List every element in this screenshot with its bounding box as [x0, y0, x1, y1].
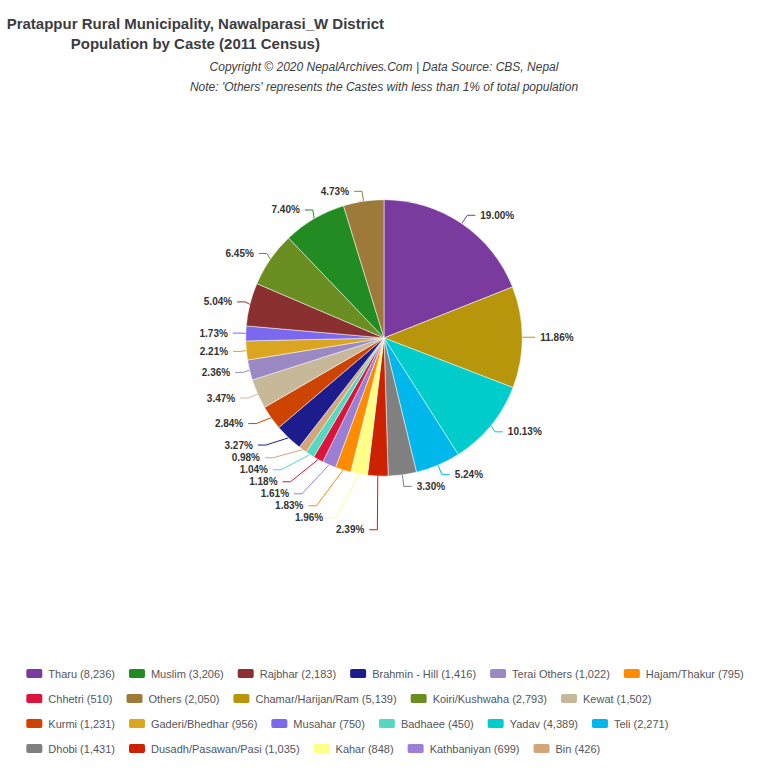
svg-text:10.13%: 10.13%	[508, 426, 542, 437]
svg-text:Terai Others (1,022): Terai Others (1,022)	[512, 668, 610, 680]
svg-text:Bin (426): Bin (426)	[556, 743, 601, 755]
svg-text:Kahar (848): Kahar (848)	[336, 743, 394, 755]
svg-text:Dhobi (1,431): Dhobi (1,431)	[48, 743, 115, 755]
svg-text:Gaderi/Bhedhar (956): Gaderi/Bhedhar (956)	[151, 718, 257, 730]
svg-text:3.47%: 3.47%	[207, 393, 235, 404]
svg-text:1.96%: 1.96%	[295, 512, 323, 523]
svg-text:3.27%: 3.27%	[225, 440, 253, 451]
svg-text:2.36%: 2.36%	[202, 367, 230, 378]
svg-text:11.86%: 11.86%	[540, 332, 573, 343]
svg-text:5.04%: 5.04%	[204, 296, 232, 307]
svg-text:2.84%: 2.84%	[215, 418, 243, 429]
svg-text:Kewat (1,502): Kewat (1,502)	[583, 693, 651, 705]
svg-text:5.24%: 5.24%	[455, 469, 483, 480]
svg-text:Tharu (8,236): Tharu (8,236)	[48, 668, 115, 680]
svg-text:Brahmin - Hill (1,416): Brahmin - Hill (1,416)	[372, 668, 476, 680]
svg-text:Badhaee (450): Badhaee (450)	[401, 718, 474, 730]
svg-text:2.21%: 2.21%	[200, 346, 228, 357]
svg-text:3.30%: 3.30%	[417, 481, 445, 492]
svg-text:2.39%: 2.39%	[336, 524, 364, 535]
svg-text:Dusadh/Pasawan/Pasi (1,035): Dusadh/Pasawan/Pasi (1,035)	[151, 743, 300, 755]
svg-text:Copyright © 2020 NepalArchives: Copyright © 2020 NepalArchives.Com | Dat…	[210, 60, 559, 74]
svg-text:Note: 'Others' represents the: Note: 'Others' represents the Castes wit…	[190, 80, 578, 94]
svg-text:Chhetri (510): Chhetri (510)	[48, 693, 112, 705]
svg-text:6.45%: 6.45%	[225, 248, 253, 259]
svg-text:Chamar/Harijan/Ram (5,139): Chamar/Harijan/Ram (5,139)	[255, 693, 396, 705]
svg-text:1.61%: 1.61%	[261, 488, 289, 499]
svg-text:Musahar (750): Musahar (750)	[293, 718, 365, 730]
svg-text:1.73%: 1.73%	[199, 328, 227, 339]
svg-text:Hajam/Thakur (795): Hajam/Thakur (795)	[646, 668, 744, 680]
svg-text:Teli (2,271): Teli (2,271)	[614, 718, 668, 730]
svg-text:Kurmi (1,231): Kurmi (1,231)	[48, 718, 115, 730]
svg-text:1.83%: 1.83%	[275, 500, 303, 511]
svg-text:0.98%: 0.98%	[232, 452, 260, 463]
svg-text:Yadav (4,389): Yadav (4,389)	[510, 718, 578, 730]
svg-text:7.40%: 7.40%	[272, 204, 300, 215]
svg-text:Muslim (3,206): Muslim (3,206)	[151, 668, 224, 680]
svg-text:Pratappur Rural Municipality,: Pratappur Rural Municipality, Nawalparas…	[7, 15, 384, 32]
svg-text:19.00%: 19.00%	[480, 210, 514, 221]
svg-text:4.73%: 4.73%	[321, 186, 349, 197]
svg-text:Koiri/Kushwaha (2,793): Koiri/Kushwaha (2,793)	[433, 693, 547, 705]
svg-text:Kathbaniyan (699): Kathbaniyan (699)	[430, 743, 520, 755]
svg-text:1.18%: 1.18%	[249, 476, 277, 487]
svg-text:Others (2,050): Others (2,050)	[149, 693, 220, 705]
svg-text:Population by Caste (2011 Cens: Population by Caste (2011 Census)	[71, 35, 320, 52]
svg-text:Rajbhar (2,183): Rajbhar (2,183)	[260, 668, 336, 680]
svg-text:1.04%: 1.04%	[240, 464, 268, 475]
